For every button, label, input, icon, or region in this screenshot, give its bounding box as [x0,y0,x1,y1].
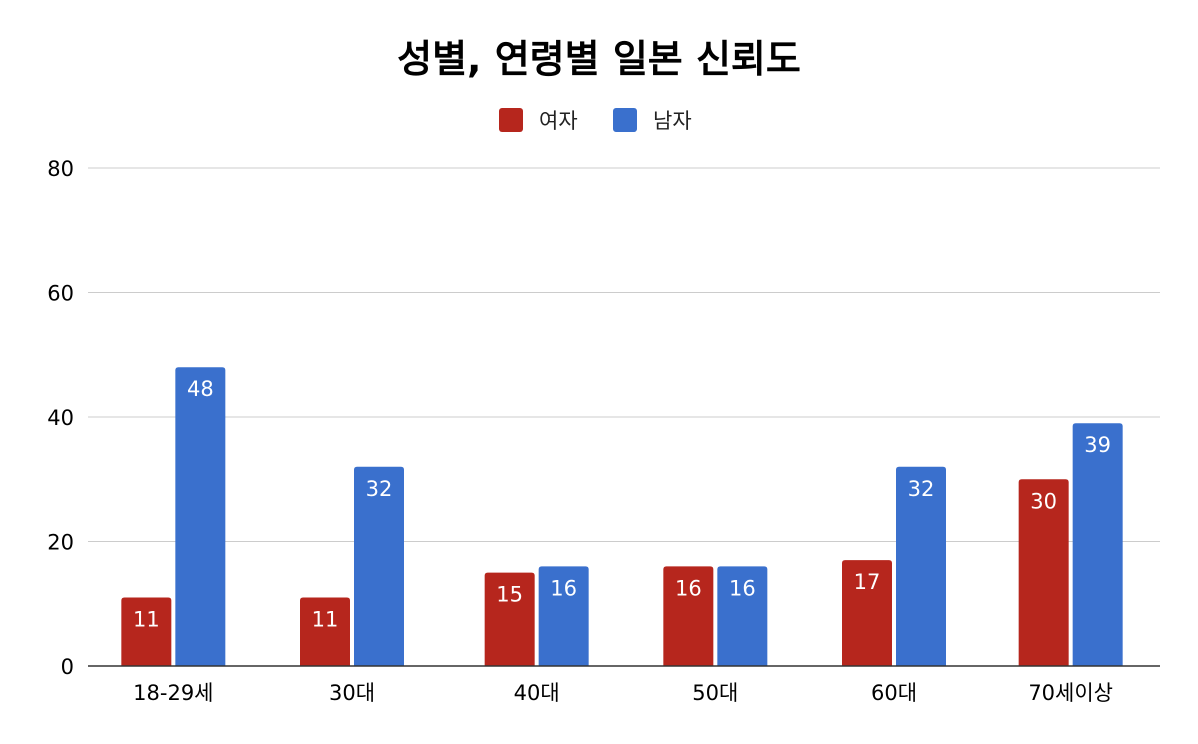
bar-value-label: 30 [1030,489,1057,513]
bar-female [121,597,172,666]
x-axis: 18-29세 30대 40대 50대 60대 70세이상 [88,665,1160,705]
bar-male [1072,423,1123,666]
bar-value-label: 11 [133,608,160,632]
x-tick-label: 40대 [514,681,560,705]
legend-label: 여자 [539,109,578,133]
bar-female [1018,479,1069,666]
bar-value-label: 17 [854,570,881,594]
legend-swatch [499,108,523,132]
bar-female [663,566,714,666]
bar-male [175,367,226,666]
y-tick-label: 60 [47,282,74,306]
y-tick-label: 40 [47,406,74,430]
bar-female [300,597,350,666]
legend-swatch [613,108,637,132]
bar-value-label: 15 [496,583,523,607]
y-tick-label: 20 [47,531,74,555]
bar-male [538,566,589,666]
x-tick-label: 30대 [329,681,375,705]
gridlines [88,167,1160,542]
y-tick-label: 80 [47,157,74,181]
x-tick-label: 18-29세 [133,681,213,705]
bar-male [896,466,946,666]
bar-value-label: 48 [187,377,214,401]
legend: 여자 남자 [499,108,692,133]
bar-male [354,466,404,666]
x-tick-label: 70세이상 [1028,681,1113,705]
bar-male [717,566,768,666]
bars: 11 48 11 32 15 16 16 16 17 32 30 39 [121,367,1123,666]
bar-value-label: 32 [366,477,393,501]
y-axis: 0 20 40 60 80 [47,157,74,679]
bar-value-label: 16 [550,576,577,600]
x-tick-label: 60대 [871,681,917,705]
legend-label: 남자 [653,109,692,133]
bar-value-label: 11 [312,608,339,632]
bar-value-label: 16 [729,576,756,600]
bar-female [484,572,535,666]
bar-female [842,560,892,666]
y-tick-label: 0 [61,655,74,679]
x-tick-label: 50대 [692,681,738,705]
bar-value-label: 32 [908,477,935,501]
chart-title: 성별, 연령별 일본 신뢰도 [397,37,801,81]
bar-value-label: 16 [675,576,702,600]
bar-value-label: 39 [1084,433,1111,457]
